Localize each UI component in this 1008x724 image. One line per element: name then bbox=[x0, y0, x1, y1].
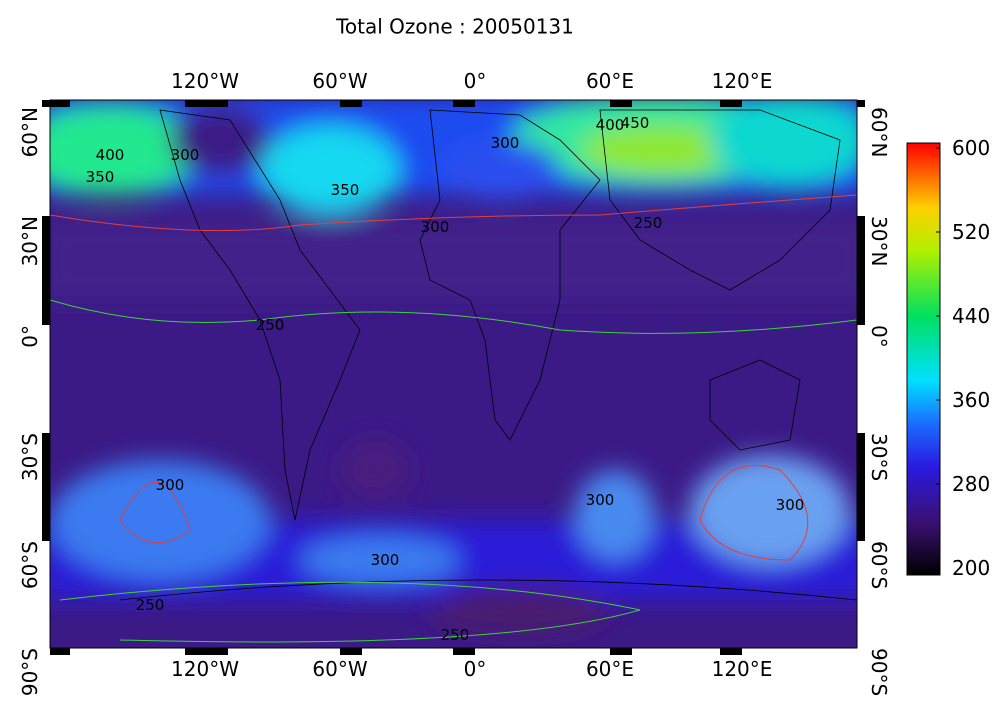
contour-label: 250 bbox=[136, 596, 165, 614]
latitude-label: 90°S bbox=[18, 648, 42, 696]
contour-label: 400 bbox=[96, 146, 125, 164]
longitude-label: 120°E bbox=[712, 69, 773, 93]
frame-segment bbox=[50, 648, 70, 655]
frame-segment bbox=[720, 648, 742, 655]
longitude-label: 120°W bbox=[171, 69, 239, 93]
frame-segment bbox=[453, 648, 475, 655]
contour-label: 250 bbox=[441, 626, 470, 644]
longitude-label: 60°W bbox=[312, 69, 367, 93]
contour-label: 400 bbox=[596, 116, 625, 134]
frame-segment bbox=[42, 216, 50, 325]
frame-segment bbox=[340, 648, 362, 655]
longitude-label: 120°E bbox=[712, 657, 773, 681]
map-title: Total Ozone : 20050131 bbox=[335, 15, 574, 39]
frame-segment bbox=[857, 433, 865, 541]
graticule-labels: 120°W 120°W 60°W 60°W 0° 0° 60°E 60°E 120°E 120°E… bbox=[18, 69, 891, 696]
colorbar-tick-label: 280 bbox=[952, 472, 990, 496]
contour-label: 250 bbox=[256, 316, 285, 334]
latitude-label: 60°N bbox=[867, 107, 891, 157]
contour-label: 300 bbox=[491, 134, 520, 152]
frame-segment bbox=[340, 100, 362, 107]
frame-segment bbox=[857, 216, 865, 325]
longitude-label: 60°E bbox=[586, 657, 634, 681]
frame-segment bbox=[610, 100, 632, 107]
frame-segment bbox=[720, 100, 742, 107]
frame-segment bbox=[185, 648, 205, 655]
latitude-label: 60°N bbox=[18, 107, 42, 157]
contour-label: 300 bbox=[171, 146, 200, 164]
frame-segment bbox=[205, 648, 228, 655]
latitude-label: 30°N bbox=[18, 216, 42, 266]
contour-label: 250 bbox=[634, 214, 663, 232]
frame-segment bbox=[50, 100, 70, 107]
latitude-label: 0° bbox=[867, 325, 891, 348]
contour-label: 350 bbox=[331, 181, 360, 199]
latitude-label: 60°S bbox=[18, 541, 42, 589]
longitude-label: 60°E bbox=[586, 69, 634, 93]
latitude-label: 90°S bbox=[867, 648, 891, 696]
frame-segment bbox=[185, 100, 205, 107]
latitude-label: 30°S bbox=[867, 433, 891, 481]
contour-label: 300 bbox=[371, 551, 400, 569]
contour-label: 300 bbox=[776, 496, 805, 514]
ozone-field bbox=[50, 100, 857, 648]
frame-segment bbox=[42, 433, 50, 541]
colorbar-tick-label: 520 bbox=[952, 220, 990, 244]
frame-segment bbox=[205, 100, 228, 107]
contour-label: 450 bbox=[621, 114, 650, 132]
longitude-label: 0° bbox=[464, 69, 487, 93]
contour-label: 300 bbox=[586, 491, 615, 509]
latitude-label: 0° bbox=[18, 325, 42, 348]
frame-segment bbox=[857, 100, 865, 107]
colorbar-ticks: 200 280 360 440 520 600 bbox=[936, 136, 990, 580]
colorbar-tick-label: 360 bbox=[952, 388, 990, 412]
colorbar bbox=[906, 142, 941, 576]
latitude-label: 60°S bbox=[867, 541, 891, 589]
latitude-label: 30°N bbox=[867, 216, 891, 266]
colorbar-tick-label: 600 bbox=[952, 136, 990, 160]
longitude-label: 120°W bbox=[171, 657, 239, 681]
colorbar-tick-label: 200 bbox=[952, 556, 990, 580]
contour-label: 300 bbox=[421, 218, 450, 236]
contour-label: 300 bbox=[156, 476, 185, 494]
latitude-label: 30°S bbox=[18, 433, 42, 481]
longitude-label: 0° bbox=[464, 657, 487, 681]
frame-segment bbox=[610, 648, 632, 655]
coastlines bbox=[119, 109, 857, 601]
frame-segment bbox=[453, 100, 475, 107]
frame-segment bbox=[42, 100, 50, 107]
colorbar-tick-label: 440 bbox=[952, 304, 990, 328]
frame-segments bbox=[42, 100, 865, 655]
contours bbox=[50, 194, 857, 643]
contour-label: 350 bbox=[86, 168, 115, 186]
longitude-label: 60°W bbox=[312, 657, 367, 681]
